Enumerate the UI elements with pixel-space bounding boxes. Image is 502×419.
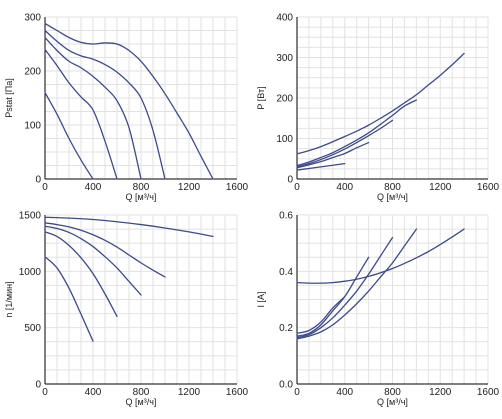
series-line-power-5 [296, 52, 465, 155]
chart-pstat: 0 400 800 1200 1600 0 100 200 300 Q [м³/ч] Pstat [… [4, 13, 249, 203]
x-axis-title: Q [м³/ч] [377, 397, 408, 407]
y-tick-label: 100 [24, 121, 41, 132]
x-axis-title: Q [м³/ч] [377, 192, 408, 202]
series-line-pstat-4 [44, 29, 166, 180]
y-tick-label: 1000 [19, 267, 42, 278]
x-axis-title: Q [м³/ч] [126, 397, 157, 407]
y-tick-label: 0 [35, 380, 41, 391]
x-tick-label: 400 [336, 182, 353, 193]
y-axis-title: Pstat [Па] [4, 78, 14, 118]
chart-speed: 0 400 800 1200 1600 0 500 1000 1500 Q [м³/ч] n [1/… [4, 211, 249, 408]
series-line-current-5 [296, 228, 465, 284]
x-tick-label: 800 [384, 182, 401, 193]
x-tick-label: 800 [133, 182, 150, 193]
series-line-pstat-2 [44, 48, 118, 180]
y-tick-label: 400 [276, 13, 293, 24]
grid [296, 214, 489, 385]
y-tick-label: 0 [287, 175, 293, 186]
grid [296, 16, 489, 180]
y-tick-label: 100 [276, 134, 293, 145]
series-line-power-4 [296, 99, 418, 167]
series-line-pstat-5 [44, 22, 214, 180]
series-line-current-3 [296, 236, 394, 339]
y-tick-label: 300 [24, 13, 41, 24]
series-line-power-3 [296, 119, 394, 168]
x-tick-label: 1600 [477, 182, 500, 193]
x-tick-label: 0 [294, 387, 300, 398]
chart-current: 0 400 800 1200 1600 0.0 0.2 0.4 0.6 Q [м³/ч] I [A] [256, 211, 500, 408]
y-axis-title: n [1/мин] [4, 281, 14, 317]
series-line-speed-2 [44, 231, 118, 318]
series-line-power-1 [296, 162, 346, 171]
x-tick-label: 1200 [429, 387, 452, 398]
x-tick-label: 0 [294, 182, 300, 193]
x-tick-label: 1600 [226, 387, 249, 398]
y-tick-label: 300 [276, 53, 293, 64]
x-tick-label: 1200 [429, 182, 452, 193]
y-tick-label: 0.6 [279, 211, 293, 222]
x-tick-label: 0 [42, 387, 48, 398]
x-tick-label: 1600 [477, 387, 500, 398]
y-tick-label: 0 [35, 175, 41, 186]
x-tick-label: 1600 [226, 182, 249, 193]
y-tick-label: 0.2 [279, 323, 293, 334]
x-tick-label: 800 [384, 387, 401, 398]
grid [44, 214, 238, 385]
x-tick-label: 400 [336, 387, 353, 398]
series-line-speed-5 [44, 216, 214, 238]
x-tick-label: 400 [85, 387, 102, 398]
y-axis-title: P [Вт] [256, 86, 266, 109]
series-line-pstat-3 [44, 36, 142, 180]
series-line-speed-4 [44, 222, 166, 278]
chart-power: 0 400 800 1200 1600 0 100 200 300 400 Q [м³/ч] P [В… [256, 13, 500, 203]
x-tick-label: 400 [85, 182, 102, 193]
series-line-current-4 [296, 228, 418, 340]
x-tick-label: 800 [133, 387, 150, 398]
y-tick-label: 1500 [19, 211, 42, 222]
y-tick-label: 0.4 [279, 267, 293, 278]
series-line-current-2 [296, 256, 370, 337]
series-line-speed-3 [44, 225, 142, 296]
series-line-speed-1 [44, 256, 94, 342]
y-tick-label: 500 [24, 323, 41, 334]
y-axis-title: I [A] [256, 291, 266, 307]
x-axis-title: Q [м³/ч] [126, 192, 157, 202]
series-line-pstat-1 [44, 91, 94, 180]
series-line-current-1 [296, 296, 346, 334]
x-tick-label: 0 [42, 182, 48, 193]
y-tick-label: 0.0 [279, 380, 293, 391]
x-tick-label: 1200 [178, 387, 201, 398]
series-line-power-2 [296, 141, 370, 169]
y-tick-label: 200 [276, 94, 293, 105]
y-tick-label: 200 [24, 67, 41, 78]
x-tick-label: 1200 [178, 182, 201, 193]
